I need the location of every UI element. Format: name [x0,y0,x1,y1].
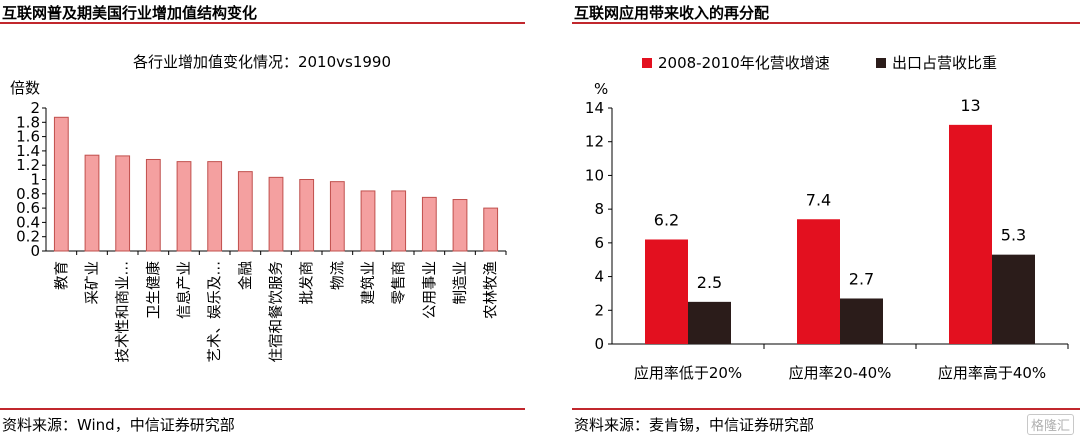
right-y-axis-label: % [594,80,608,98]
left-bar [84,154,100,252]
right-x-tick-label: 应用率20-40% [789,364,892,382]
right-y-tick-label: 4 [594,268,604,286]
left-chart-title: 各行业增加值变化情况：2010vs1990 [133,53,391,71]
left-x-tick-label: 金融 [237,261,254,290]
left-bar [421,196,437,252]
left-bar [452,199,468,252]
left-x-tick-label: 制造业 [452,261,469,305]
bar-value-label: 6.2 [654,210,679,229]
right-y-tick-label: 10 [585,166,604,184]
left-title-rule [0,22,525,24]
left-y-tick-label: 0.4 [16,213,40,231]
bar-value-label: 2.5 [697,273,722,292]
industry-value-chart: 各行业增加值变化情况：2010vs1990 倍数 00.20.40.60.811.2… [10,53,507,363]
left-x-tick-label: 住宿和餐饮服务 [268,261,285,363]
left-x-tick-label: 技术性和商业… [115,261,132,363]
left-bar [268,176,284,252]
left-x-tick-label: 教育 [53,261,70,290]
left-y-tick-label: 0.6 [16,199,40,217]
left-y-tick-label: 1.2 [16,156,40,174]
left-x-tick-label: 采矿业 [84,261,101,305]
left-x-tick-label: 物流 [329,261,346,290]
right-source-note: 资料来源：麦肯锡，中信证券研究部 [574,416,815,434]
legend-swatch [642,58,652,68]
revenue-redistribution-chart: 2008-2010年化营收增速 出口占营收比重% 0 2 4 6 8 10 12 14 应用率低于2… [585,54,1069,382]
left-y-tick-label: 0 [30,242,40,260]
left-x-tick-label: 信息产业 [176,261,193,319]
left-x-tick-label: 零售商 [391,261,408,305]
bar-value-label: 5.3 [1001,226,1026,245]
left-bar [483,207,499,252]
right-source-rule [572,408,1080,410]
right-y-tick-label: 2 [594,301,604,319]
left-bar [176,161,192,252]
left-bar [299,179,315,252]
growth-bar [797,219,840,344]
left-bar [145,158,161,252]
right-y-tick-label: 6 [594,234,604,252]
right-panel-title: 互联网应用带来收入的再分配 [574,4,770,22]
right-y-tick-label: 12 [585,133,604,151]
left-x-tick-label: 公用事业 [421,261,438,319]
right-panel: 互联网应用带来收入的再分配 2008-2010年化营收增速 出口占营收比重% 0 2 4… [572,0,1080,439]
left-x-tick-label: 建筑业 [360,261,377,305]
right-y-tick-label: 8 [594,200,604,218]
left-panel-title: 互联网普及期美国行业增加值结构变化 [2,4,258,22]
left-bar [329,181,345,252]
legend-swatch [876,58,886,68]
left-source-note: 资料来源：Wind，中信证券研究部 [2,416,235,434]
left-y-tick-label: 1 [30,171,40,189]
left-source-rule [0,408,525,410]
left-bar [207,161,223,252]
left-y-tick-label: 0.2 [16,228,40,246]
bar-value-label: 7.4 [806,190,831,209]
right-x-tick-label: 应用率低于20% [634,364,742,382]
right-y-tick-label: 0 [594,335,604,353]
left-bar [115,155,131,252]
watermark-logo: 格隆汇 [1026,414,1074,435]
left-x-tick-label: 艺术、娱乐及… [207,261,224,363]
left-x-tick-label: 卫生健康 [145,261,162,319]
left-bar [391,190,407,252]
left-y-tick-label: 1.4 [16,142,40,160]
left-bar [53,116,69,252]
export-share-bar [688,301,731,344]
left-x-tick-label: 批发商 [299,261,316,305]
left-y-tick-label: 1.6 [16,128,40,146]
growth-bar [949,124,992,344]
left-y-tick-label: 1.8 [16,113,40,131]
left-y-tick-label: 0.8 [16,185,40,203]
right-title-rule [572,22,1080,24]
right-y-tick-label: 14 [585,99,604,117]
legend-label: 出口占营收比重 [892,54,997,72]
bar-value-label: 2.7 [849,269,874,288]
right-x-tick-label: 应用率高于40% [938,364,1046,382]
left-y-tick-label: 2 [30,99,40,117]
left-x-tick-label: 农林牧渔 [483,261,500,319]
bar-value-label: 13 [960,96,980,115]
growth-bar [645,239,688,344]
left-bar [237,171,253,252]
left-y-axis-label: 倍数 [10,79,40,97]
legend-label: 2008-2010年化营收增速 [658,54,830,72]
left-bar [360,190,376,252]
left-panel: 互联网普及期美国行业增加值结构变化 各行业增加值变化情况：2010vs1990 倍… [0,0,525,439]
export-share-bar [992,254,1035,344]
export-share-bar [840,298,883,344]
